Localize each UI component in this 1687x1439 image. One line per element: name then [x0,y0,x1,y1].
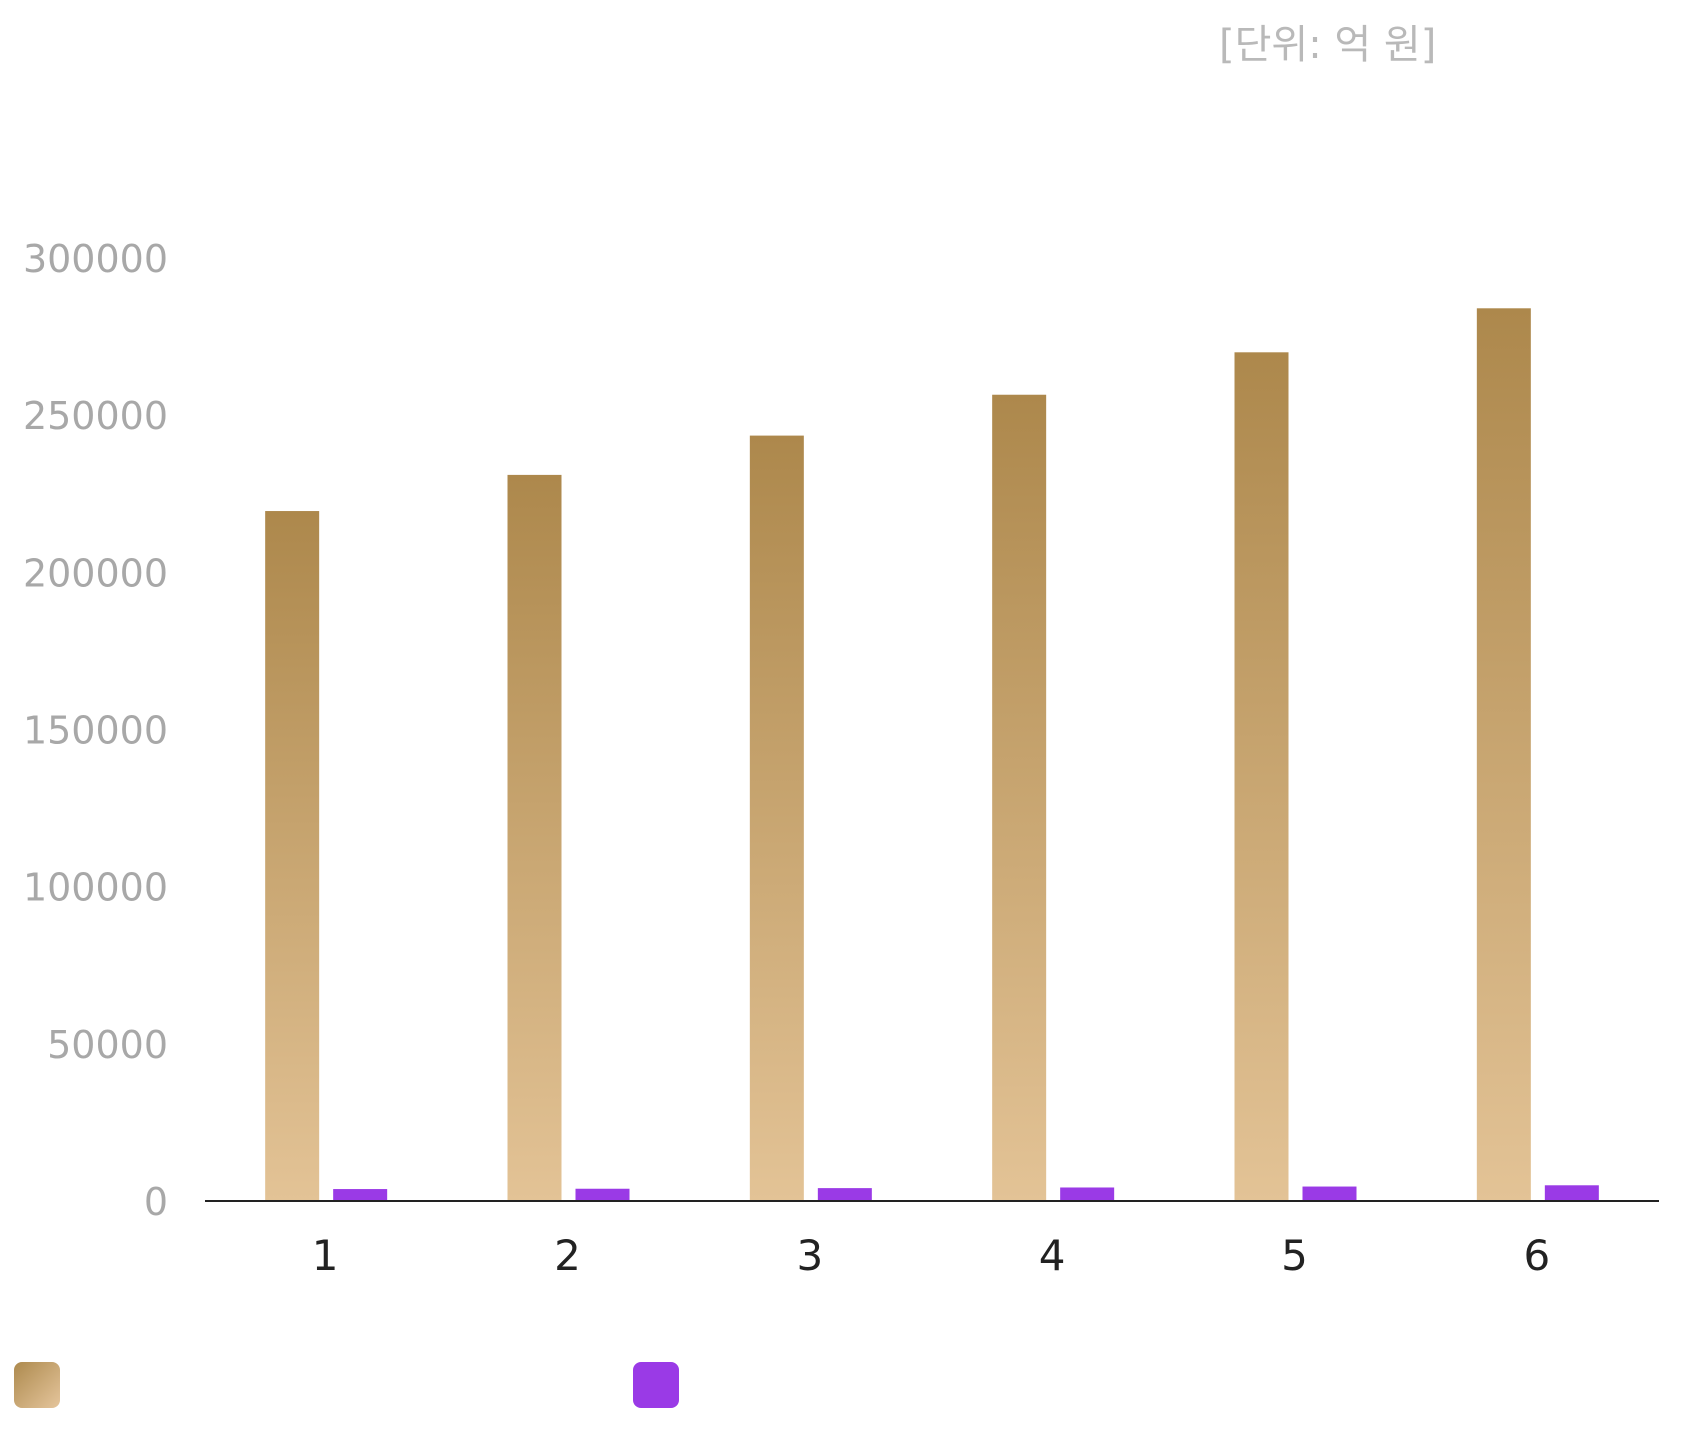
bar-series-1-cat-3[interactable] [749,435,804,1201]
x-tick-label-6: 6 [1523,1231,1550,1280]
bar-series-1-cat-5[interactable] [1234,352,1289,1201]
y-tick-label-4: 200000 [23,551,168,595]
bar-series-2-cat-4[interactable] [1060,1187,1115,1201]
x-tick-label-2: 2 [554,1231,581,1280]
legend-swatch-series-2 [633,1362,679,1408]
y-tick-label-1: 50000 [47,1023,168,1067]
bar-series-2-cat-6[interactable] [1544,1185,1599,1201]
bar-series-1-cat-6[interactable] [1476,308,1531,1201]
y-tick-label-5: 250000 [23,394,168,438]
x-axis: 1 2 3 4 5 6 [312,1231,1550,1280]
bars-group [265,308,1599,1201]
x-tick-label-1: 1 [312,1231,339,1280]
x-tick-label-3: 3 [796,1231,823,1280]
bar-series-2-cat-3[interactable] [817,1188,872,1201]
bar-series-1-cat-2[interactable] [507,474,562,1201]
unit-label: [단위: 억 원] [1219,22,1437,68]
bar-series-2-cat-2[interactable] [575,1188,630,1201]
bar-series-1-cat-1[interactable] [265,511,320,1201]
bar-series-1-cat-4[interactable] [992,394,1047,1201]
y-tick-label-0: 0 [144,1180,168,1224]
y-tick-label-3: 150000 [23,709,168,753]
legend-swatch-series-1 [14,1362,60,1408]
bar-series-2-cat-5[interactable] [1302,1186,1357,1201]
x-tick-label-5: 5 [1281,1231,1308,1280]
y-tick-label-2: 100000 [23,866,168,910]
y-axis: 0 50000 100000 150000 200000 250000 300000 [23,237,168,1224]
x-tick-label-4: 4 [1039,1231,1066,1280]
bar-series-2-cat-1[interactable] [333,1189,388,1201]
y-tick-label-6: 300000 [23,237,168,281]
